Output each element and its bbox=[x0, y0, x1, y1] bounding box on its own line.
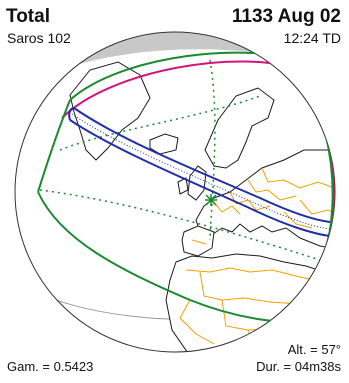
altitude-value: Alt. = 57° bbox=[287, 342, 341, 357]
totality-north-edge bbox=[73, 107, 331, 223]
saros-number: Saros 102 bbox=[7, 30, 71, 46]
western-limit bbox=[37, 99, 71, 193]
greatest-eclipse-marker bbox=[205, 194, 217, 206]
totality-center-line bbox=[71, 113, 331, 230]
globe-outline bbox=[14, 31, 336, 353]
arabia-coast bbox=[319, 255, 335, 301]
iceland-coast bbox=[149, 133, 179, 155]
scandinavia-coast bbox=[204, 87, 275, 169]
duration-value: Dur. = 04m38s bbox=[256, 359, 341, 374]
iberia-coast bbox=[181, 225, 215, 257]
eclipse-type: Total bbox=[6, 6, 50, 27]
totality-end-cap bbox=[68, 107, 75, 121]
gamma-value: Gam. = 0.5423 bbox=[7, 359, 94, 374]
eclipse-date: 1133 Aug 02 bbox=[231, 6, 341, 27]
eclipse-time: 12:24 TD bbox=[283, 30, 341, 46]
europe-coast bbox=[195, 149, 335, 251]
totality-south-edge bbox=[69, 119, 331, 237]
night-shade bbox=[15, 32, 335, 95]
britain-coast bbox=[187, 165, 207, 201]
